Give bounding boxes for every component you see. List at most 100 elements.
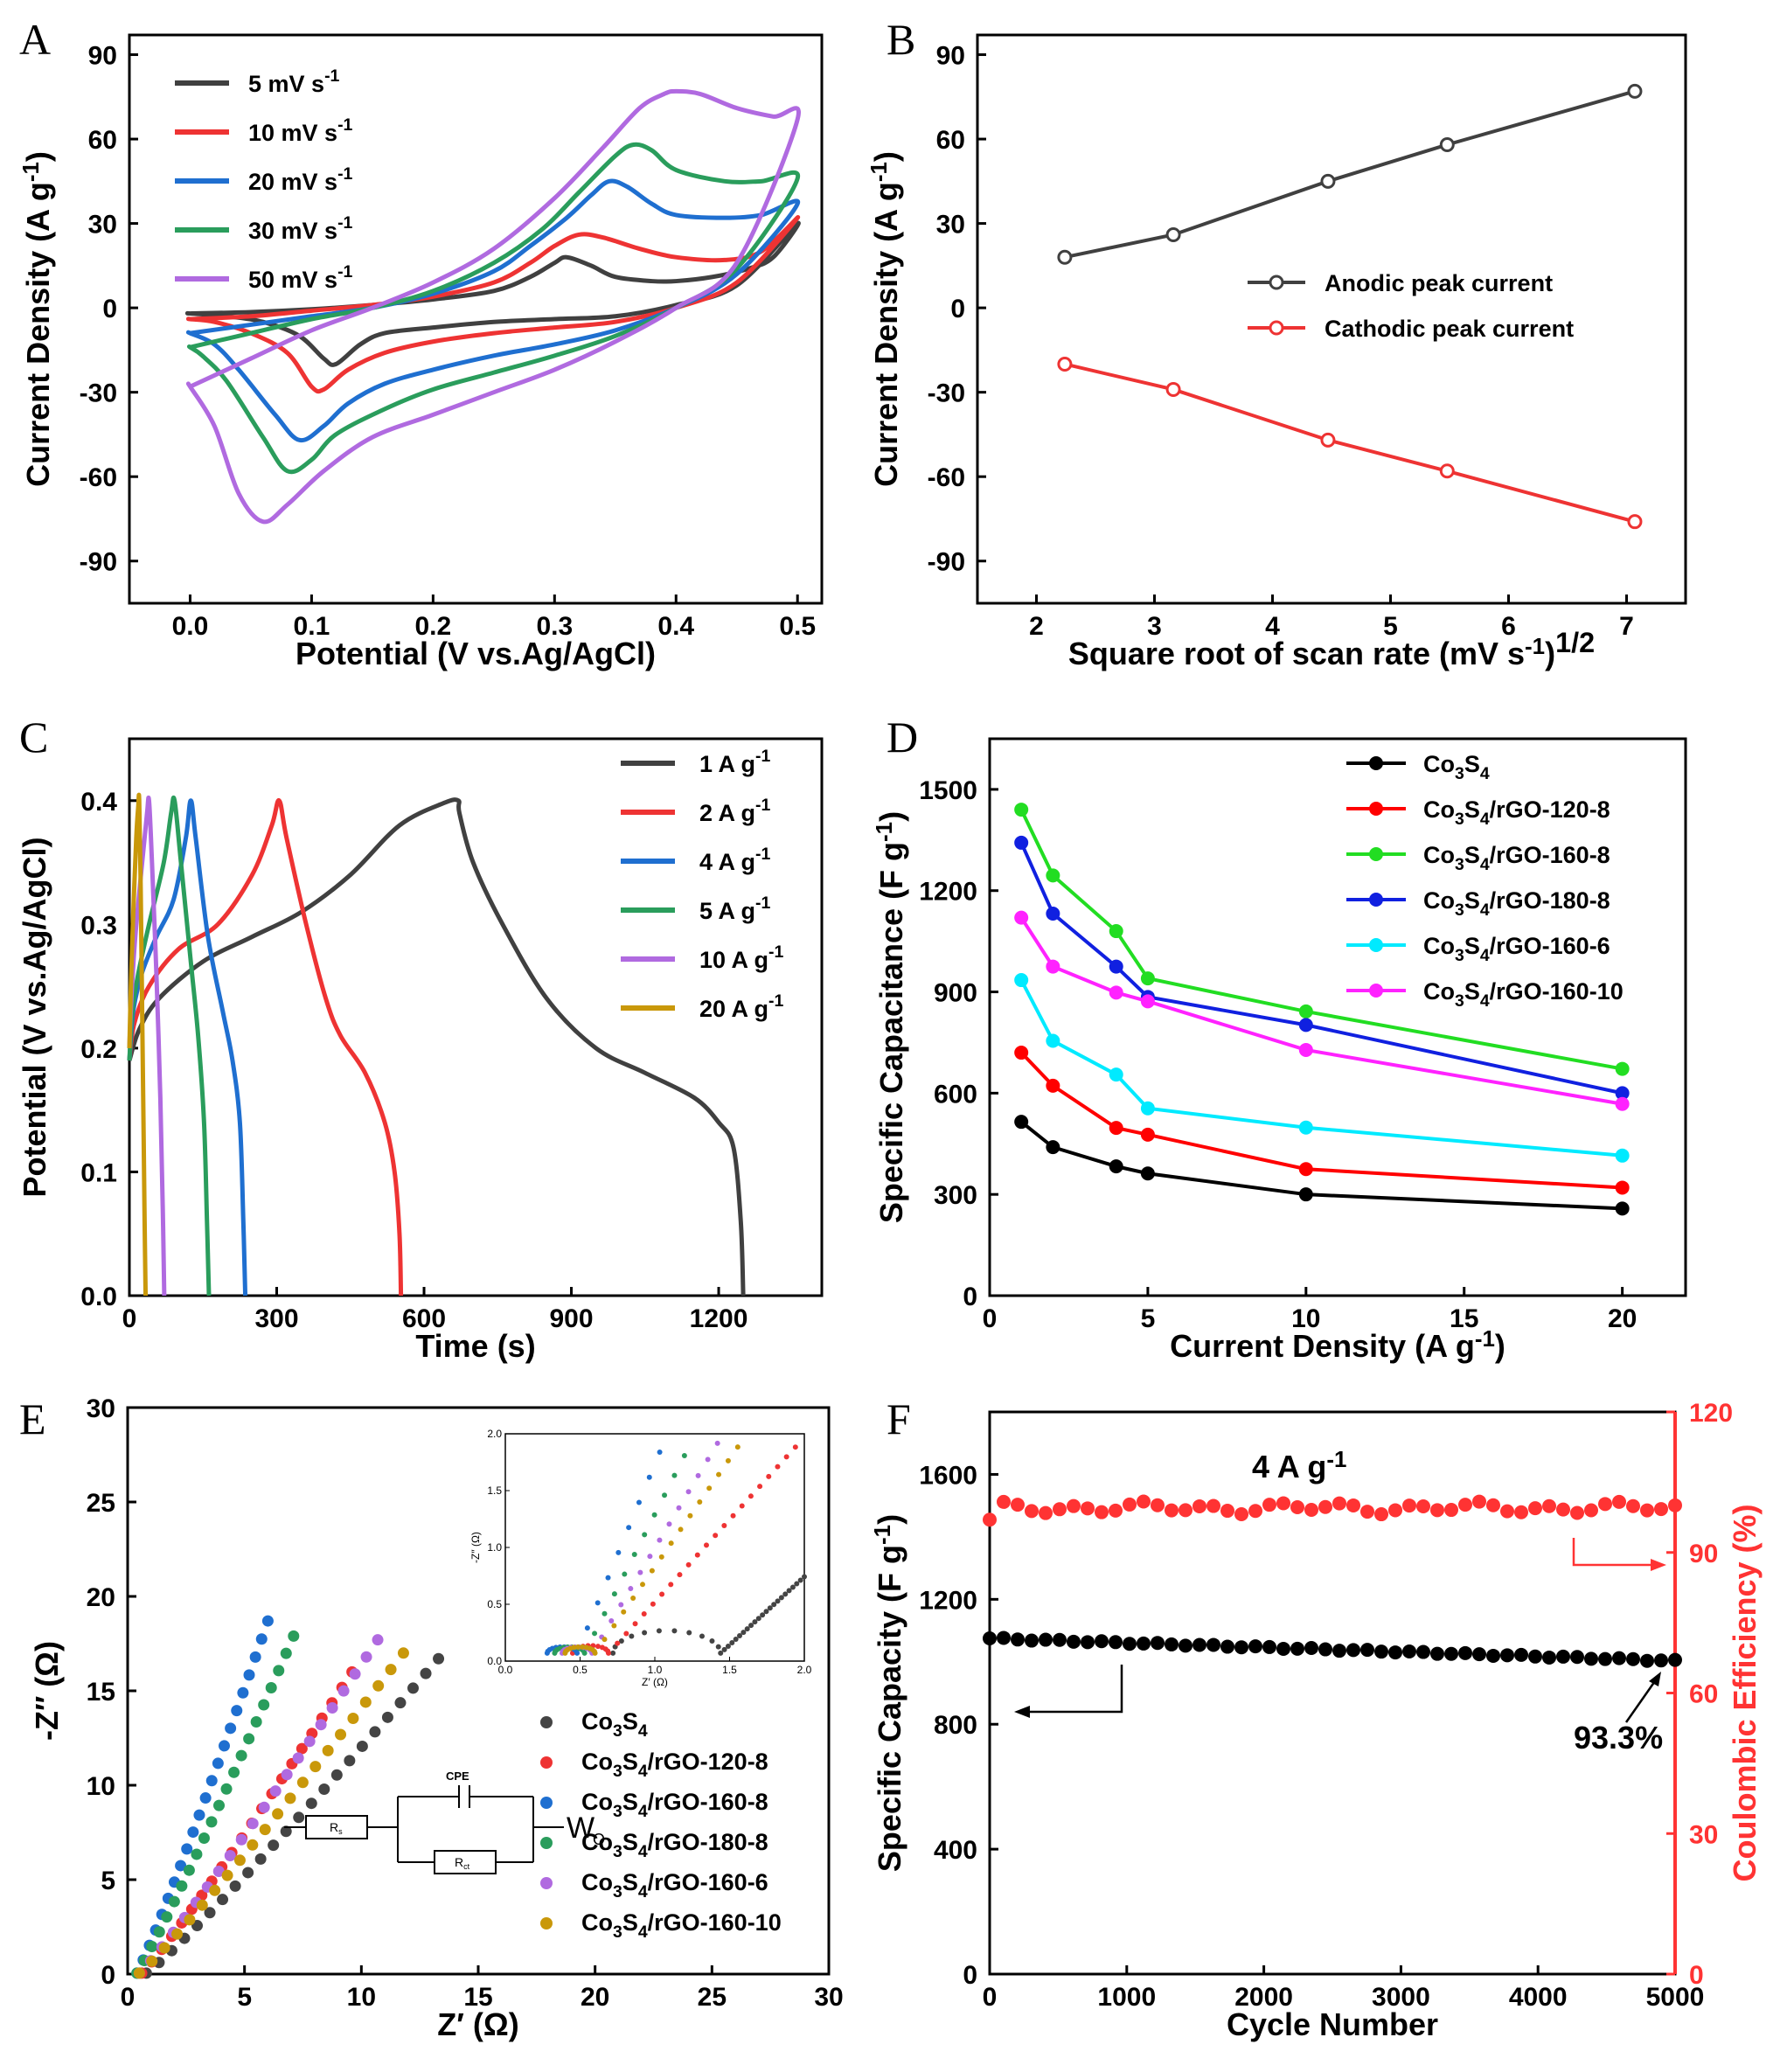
data-point-E-5	[322, 1744, 334, 1756]
data-point-E-0	[344, 1755, 356, 1767]
efficiency-point	[1626, 1498, 1640, 1513]
data-point-D-4	[1140, 1101, 1155, 1116]
inset-point-E-0	[741, 1630, 747, 1636]
inset-point-E-1	[650, 1601, 656, 1607]
efficiency-point	[1206, 1498, 1220, 1513]
data-point-D-1	[1109, 1121, 1123, 1136]
y-tick-label-F: 1200	[919, 1586, 977, 1615]
capacity-point	[1444, 1646, 1458, 1661]
plot-frame-F	[988, 1410, 1677, 1976]
efficiency-point	[1276, 1496, 1290, 1511]
capacity-point	[1668, 1652, 1682, 1667]
legend-label-D-4: Co3S4/rGO-160-6	[1423, 933, 1610, 965]
data-point-E-4	[269, 1785, 282, 1797]
inset-y-tick-label: 2.0	[487, 1428, 502, 1440]
data-point-E-3	[183, 1864, 195, 1876]
y-tick-label-C: 0.2	[80, 1035, 117, 1064]
inset-point-E-1	[595, 1644, 601, 1650]
data-point-E-3	[258, 1699, 270, 1711]
efficiency-point	[1234, 1506, 1248, 1521]
capacity-point	[1542, 1650, 1556, 1665]
data-point-D-3	[1615, 1086, 1630, 1101]
inset-point-E-0	[656, 1628, 662, 1634]
data-point-E-4	[360, 1651, 372, 1663]
legend-label-C-4: 10 A g-1	[699, 942, 784, 973]
capacity-point	[1570, 1650, 1584, 1665]
y-tick-label-F: 400	[934, 1836, 977, 1865]
data-point-E-0	[433, 1652, 445, 1665]
y2-tick-label: 120	[1689, 1399, 1733, 1428]
inset-y-tick-label: 1.0	[487, 1541, 502, 1554]
capacity-point	[1179, 1638, 1192, 1653]
data-point-E-0	[293, 1811, 305, 1824]
efficiency-point	[1109, 1503, 1123, 1518]
capacity-point	[1262, 1639, 1276, 1654]
inset-point-E-3	[601, 1610, 608, 1617]
data-point-E-3	[198, 1832, 210, 1845]
data-point-D-3	[1298, 1018, 1313, 1033]
data-point-E-4	[372, 1634, 384, 1646]
efficiency-point	[1402, 1498, 1416, 1513]
efficiency-point	[1053, 1502, 1067, 1517]
inset-point-E-0	[671, 1628, 678, 1634]
y2-tick-label: 30	[1689, 1820, 1718, 1849]
y-tick-label-A: 0	[102, 295, 117, 323]
x-tick-label-F: 0	[983, 1983, 998, 2012]
inset-x-tick-label: 0.0	[498, 1664, 513, 1676]
data-point-E-5	[171, 1928, 184, 1940]
capacity-point	[1360, 1643, 1374, 1658]
efficiency-point	[1514, 1505, 1528, 1519]
data-point-E-3	[288, 1630, 300, 1642]
legend-label-A-2: 20 mV s-1	[248, 164, 353, 195]
data-point-E-5	[284, 1792, 296, 1804]
inset-point-E-1	[757, 1484, 763, 1490]
x-tick-label-A: 0.2	[415, 612, 452, 641]
y-tick-label-C: 0.0	[80, 1283, 117, 1311]
x-tick-label-E: 25	[698, 1983, 727, 2012]
data-point-D-1	[1046, 1078, 1060, 1093]
legend-label-D-3: Co3S4/rGO-180-8	[1423, 887, 1610, 920]
y-tick-label-D: 1200	[919, 878, 977, 907]
y-tick-label-A: -30	[80, 379, 117, 408]
efficiency-point	[997, 1494, 1011, 1509]
x-tick-label-E: 10	[347, 1983, 376, 2012]
efficiency-point	[1067, 1498, 1081, 1513]
inset-point-E-1	[668, 1582, 674, 1588]
inset-y-tick-label: 0.5	[487, 1598, 502, 1610]
inset-point-E-0	[733, 1637, 739, 1643]
efficiency-point	[1179, 1503, 1192, 1518]
data-point-E-0	[254, 1853, 267, 1865]
capacity-point	[1486, 1648, 1500, 1663]
data-point-D-4	[1615, 1148, 1630, 1163]
inset-point-E-5	[687, 1512, 693, 1519]
x-axis-label-F: Cycle Number	[1227, 2006, 1438, 2042]
y-axis-label-C: Potential (V vs.Ag/AgCl)	[17, 837, 52, 1197]
y-tick-label-B: 30	[936, 211, 965, 240]
capacity-point	[1109, 1635, 1123, 1650]
data-point-E-5	[372, 1679, 385, 1692]
legend-marker-D-1	[1369, 802, 1383, 816]
data-point-E-2	[255, 1633, 268, 1645]
data-point-B-1	[1165, 381, 1181, 397]
inset-point-E-0	[763, 1609, 769, 1615]
data-point-D-3	[1046, 906, 1060, 921]
inset-y-tick-label: 0.0	[487, 1655, 502, 1667]
x-axis-label-A: Potential (V vs.Ag/AgCl)	[296, 636, 656, 671]
legend-marker-D-2	[1369, 847, 1383, 861]
data-point-D-4	[1298, 1120, 1313, 1135]
data-point-D-5	[1298, 1042, 1313, 1057]
inset-point-E-3	[651, 1512, 657, 1518]
data-point-E-3	[176, 1880, 188, 1892]
inset-point-E-4	[637, 1569, 643, 1575]
legend-marker-D-3	[1369, 893, 1383, 907]
inset-point-E-2	[605, 1575, 611, 1581]
capacity-point	[1095, 1634, 1109, 1649]
inset-point-E-1	[775, 1464, 781, 1470]
capacity-point	[1654, 1653, 1668, 1668]
efficiency-point	[1584, 1503, 1598, 1518]
legend-label-A-1: 10 mV s-1	[248, 115, 353, 146]
x-tick-label-B: 4	[1265, 612, 1280, 641]
data-point-E-0	[229, 1880, 241, 1892]
efficiency-point	[1248, 1504, 1262, 1519]
x-tick-label-B: 5	[1383, 612, 1398, 641]
